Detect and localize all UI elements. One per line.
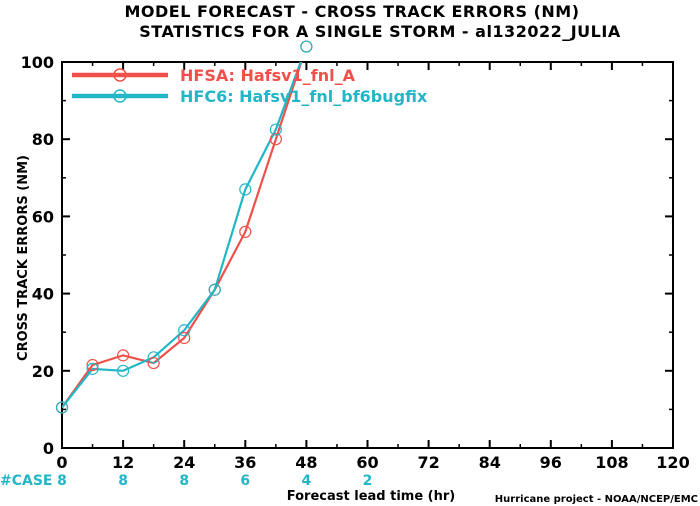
x-tick-label: 60 — [356, 453, 378, 472]
x-tick-label: 36 — [234, 453, 256, 472]
x-tick-label: 24 — [173, 453, 195, 472]
x-tick-label: 96 — [540, 453, 562, 472]
chart-subtitle: STATISTICS FOR A SINGLE STORM - al132022… — [139, 22, 621, 41]
x-tick-label: 120 — [656, 453, 689, 472]
case-count: 4 — [302, 473, 312, 489]
y-axis-label: CROSS TRACK ERRORS (NM) — [16, 155, 31, 361]
case-count: 8 — [118, 473, 128, 489]
y-tick-label: 40 — [32, 285, 54, 304]
credit-text: Hurricane project - NOAA/NCEP/EMC — [495, 494, 698, 505]
y-tick-label: 0 — [43, 439, 54, 458]
series-2-point — [239, 183, 252, 196]
series-1-point — [147, 356, 160, 370]
legend-label-2: HFC6: Hafsv1_fnl_bf6bugfix — [180, 87, 428, 106]
series-2-point — [55, 401, 69, 414]
y-tick-label: 60 — [32, 207, 54, 226]
series-line-1 — [62, 62, 303, 409]
series-1-point — [269, 133, 282, 146]
legend-marker-2 — [113, 89, 127, 103]
case-count: 8 — [179, 473, 189, 489]
x-tick-label: 48 — [295, 453, 317, 472]
x-tick-label: 108 — [595, 453, 628, 472]
case-count: 8 — [57, 473, 67, 489]
series-1-point — [116, 349, 130, 362]
series-2-point — [116, 364, 130, 377]
series-2-point — [147, 351, 160, 364]
y-tick-label: 80 — [32, 130, 54, 149]
series-2-point — [269, 123, 282, 136]
plot-area: 0 12 24 36 48 60 72 84 96 108 120020406080100HFSA:… — [21, 40, 690, 489]
x-axis-label: Forecast lead time (hr) — [287, 489, 455, 504]
x-tick-label: 72 — [417, 453, 439, 472]
series-line-2 — [62, 62, 302, 409]
x-tick-label: 0 — [56, 453, 67, 472]
x-tick-label: 84 — [479, 453, 501, 472]
series-1-point — [178, 331, 191, 345]
plot-frame — [61, 61, 674, 449]
series-1-point — [86, 358, 99, 372]
case-count: 2 — [363, 473, 373, 489]
case-count: 6 — [240, 473, 250, 489]
y-tick-label: 100 — [21, 53, 54, 72]
x-tick-label: 12 — [112, 453, 134, 472]
series-2-point — [208, 283, 221, 296]
legend-marker-1 — [113, 68, 127, 82]
legend-label-1: HFSA: Hafsv1_fnl_A — [180, 66, 356, 85]
case-label: #CASE — [0, 473, 53, 489]
series-2-point — [300, 40, 313, 53]
y-tick-label: 20 — [32, 362, 54, 381]
series-2-point — [178, 324, 191, 337]
series-1-point — [239, 225, 252, 238]
chart-title: MODEL FORECAST - CROSS TRACK ERRORS (NM) — [124, 2, 579, 21]
series-2-point — [86, 362, 99, 375]
